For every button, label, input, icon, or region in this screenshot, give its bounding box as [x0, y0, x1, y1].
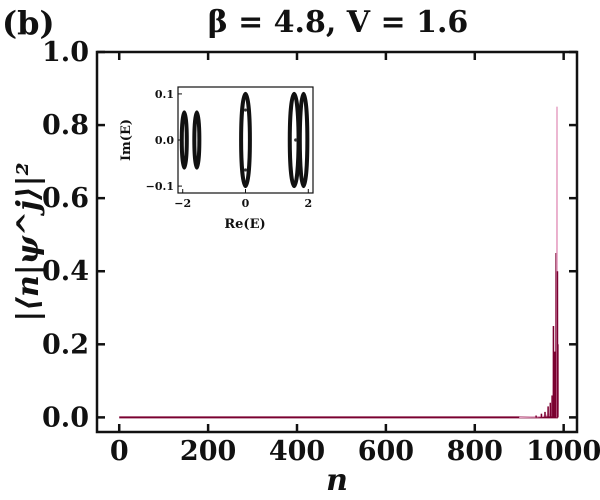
eigenvalue-point [243, 108, 248, 112]
x-tick-label: 600 [358, 436, 414, 467]
inset-x-tick-label: −2 [174, 197, 191, 210]
y-tick-label: 0.6 [42, 183, 89, 214]
y-tick-label: 0.4 [42, 256, 89, 287]
eigenvalue-cluster [192, 110, 202, 170]
x-tick-label: 400 [269, 436, 325, 467]
main-plot: 0 200 400 600 800 1000 0.0 0.2 0.4 0.6 0.8 1.0 n |… [11, 37, 600, 498]
inset-x-label: Re(E) [224, 217, 265, 232]
y-tick-label: 0.8 [42, 110, 89, 141]
x-tick-label: 200 [180, 436, 236, 467]
inset-plot: −2 0 2 −0.1 0.0 0.1 Re(E) Im(E) [119, 86, 314, 232]
eigenvalue-cluster [179, 110, 189, 170]
inset-x-tick-label: 2 [304, 197, 312, 210]
y-axis-label: |⟨n|ψ^j⟩|² [11, 162, 46, 321]
panel-label: (b) [2, 4, 55, 42]
x-tick-label: 1000 [526, 436, 600, 467]
plot-frame [95, 50, 579, 434]
inset-spectrum [179, 91, 310, 189]
eigenvalue-cluster [297, 91, 310, 189]
x-tick-label: 800 [447, 436, 503, 467]
inset-y-tick-label: 0.1 [155, 88, 174, 101]
data-series [119, 106, 559, 419]
inset-y-label: Im(E) [119, 119, 134, 161]
eigenvalue-point [294, 138, 298, 142]
x-tick-label: 0 [110, 436, 129, 467]
y-tick-label: 0.2 [42, 329, 89, 360]
x-axis-ticks: 0 200 400 600 800 1000 [110, 52, 600, 467]
inset-y-tick-label: 0.0 [155, 134, 174, 147]
x-axis-label: n [326, 463, 348, 498]
eigenvalue-point [243, 168, 248, 172]
inset-ticks: −2 0 2 −0.1 0.0 0.1 [146, 88, 312, 210]
y-tick-label: 0.0 [42, 402, 89, 433]
inset-y-tick-label: −0.1 [146, 180, 174, 193]
eigenvalue-cluster [239, 91, 252, 189]
chart-title: β = 4.8, V = 1.6 [208, 5, 469, 40]
y-axis-ticks: 0.0 0.2 0.4 0.6 0.8 1.0 [42, 37, 577, 433]
edge-fill [519, 106, 559, 418]
inset-x-tick-label: 0 [242, 197, 250, 210]
edge-series-light [519, 106, 559, 418]
y-tick-label: 1.0 [42, 37, 89, 68]
